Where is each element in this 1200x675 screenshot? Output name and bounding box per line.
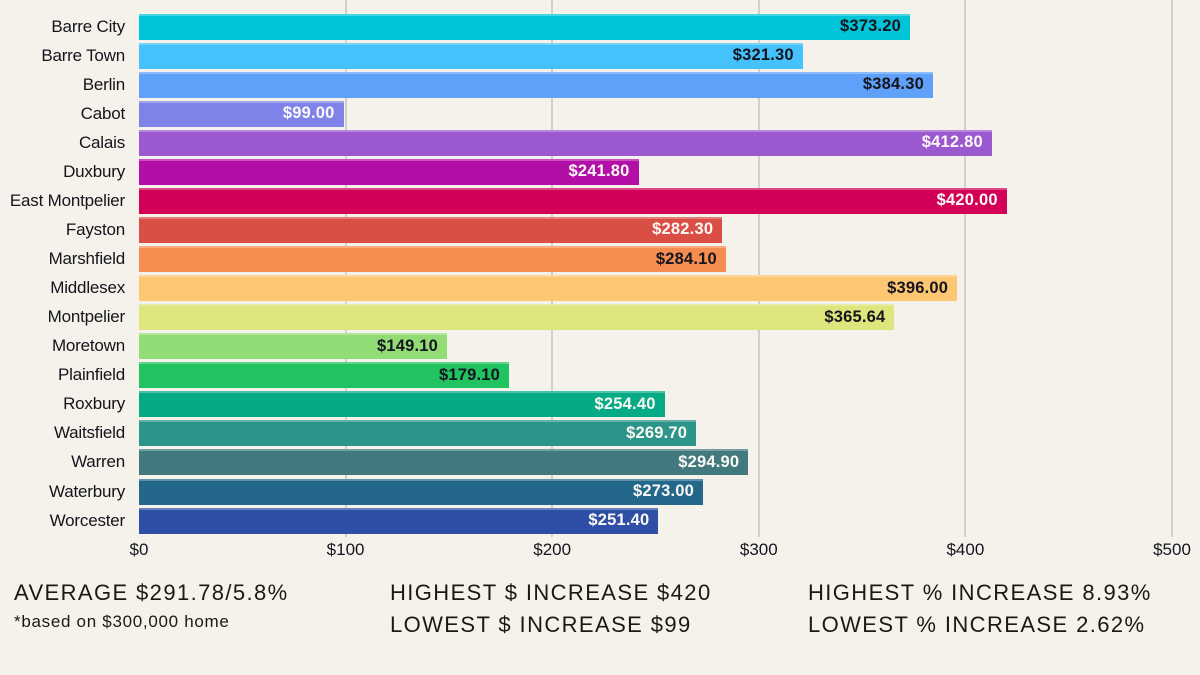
bar: $365.64: [139, 304, 895, 331]
average-line: AVERAGE $291.78/5.8%: [14, 580, 289, 605]
x-tick-label: $100: [326, 540, 365, 559]
grid-line: [757, 0, 760, 537]
grid-line: [964, 0, 967, 537]
category-label: Barre City: [51, 16, 125, 36]
value-label: $282.30: [652, 220, 714, 239]
bar-row: $251.40: [139, 506, 1172, 535]
bar-row: $420.00: [139, 186, 1172, 215]
value-label: $149.10: [376, 336, 439, 355]
bar-row: $294.90: [139, 448, 1172, 477]
bar: $269.70: [139, 420, 697, 447]
bar-row: $273.00: [139, 477, 1172, 506]
bar: $420.00: [139, 187, 1007, 214]
category-label: Barre Town: [41, 45, 125, 65]
bar: $373.20: [139, 13, 911, 40]
bar-row: $282.30: [139, 215, 1172, 244]
bar-row: $384.30: [139, 70, 1172, 99]
bar-row: $365.64: [139, 303, 1172, 332]
bar-row: $149.10: [139, 332, 1172, 361]
value-label: $412.80: [921, 133, 983, 152]
value-label: $284.10: [655, 249, 717, 268]
bar: $149.10: [139, 333, 448, 360]
value-label: $373.20: [839, 17, 902, 36]
bar-row: $284.10: [139, 245, 1172, 274]
lowest-dollar-line: LOWEST $ INCREASE $99: [390, 612, 692, 637]
x-tick-label: $200: [533, 540, 572, 559]
bar-row: $269.70: [139, 419, 1172, 448]
category-label: Middlesex: [50, 278, 125, 298]
value-label: $254.40: [594, 394, 656, 413]
value-label: $179.10: [438, 365, 501, 384]
value-label: $321.30: [732, 46, 794, 65]
bar: $99.00: [139, 100, 344, 127]
bar: $179.10: [139, 362, 510, 389]
category-label: Waterbury: [49, 481, 125, 501]
bar: $412.80: [139, 129, 992, 156]
stat-average: AVERAGE $291.78/5.8% *based on $300,000 …: [14, 577, 289, 634]
axis-spacer: [0, 537, 139, 565]
bar: $396.00: [139, 275, 958, 302]
category-label: Montpelier: [47, 307, 126, 327]
x-axis: $0 $100 $200 $300 $400 $500: [0, 537, 1200, 565]
stats-footer: AVERAGE $291.78/5.8% *based on $300,000 …: [0, 565, 1200, 675]
bar-row: $321.30: [139, 41, 1172, 70]
bar-row: $412.80: [139, 128, 1172, 157]
bar: $241.80: [139, 158, 639, 185]
bar-row: $241.80: [139, 157, 1172, 186]
category-label: East Montpelier: [9, 190, 125, 210]
highest-percent-line: HIGHEST % INCREASE 8.93%: [808, 580, 1152, 605]
plot-area: $373.20 $321.30 $384.30 $99.00 $412.80 $241.8…: [139, 0, 1173, 537]
bar-row: $373.20: [139, 12, 1172, 41]
value-label: $294.90: [678, 452, 740, 471]
value-label: $251.40: [588, 511, 650, 530]
category-labels: Barre City Barre Town Berlin Cabot Calais Dux…: [0, 0, 139, 537]
category-label: Worcester: [49, 510, 126, 530]
bar-chart: Barre City Barre Town Berlin Cabot Calais Dux…: [0, 0, 1173, 537]
x-tick-label: $300: [739, 540, 778, 559]
category-label: Fayston: [65, 219, 125, 239]
grid-line: [1171, 0, 1173, 537]
highest-dollar-line: HIGHEST $ INCREASE $420: [390, 580, 712, 605]
value-label: $273.00: [632, 482, 695, 501]
lowest-percent-line: LOWEST % INCREASE 2.62%: [808, 612, 1146, 637]
bar: $284.10: [139, 246, 726, 273]
x-tick-label: $500: [1153, 540, 1191, 559]
value-label: $384.30: [862, 75, 924, 94]
bars-container: $373.20 $321.30 $384.30 $99.00 $412.80 $241.8…: [139, 12, 1172, 535]
value-label: $365.64: [824, 307, 886, 326]
bar: $384.30: [139, 71, 933, 98]
category-label: Calais: [78, 132, 125, 152]
value-label: $396.00: [887, 278, 949, 297]
average-note: *based on $300,000 home: [14, 612, 230, 631]
bar: $282.30: [139, 216, 723, 243]
category-label: Berlin: [82, 74, 125, 94]
category-label: Roxbury: [63, 394, 125, 414]
bar-row: $99.00: [139, 99, 1172, 128]
category-label: Duxbury: [63, 161, 125, 181]
bar: $321.30: [139, 42, 803, 69]
bar: $251.40: [139, 507, 659, 534]
category-label: Plainfield: [58, 365, 125, 385]
bar-row: $254.40: [139, 390, 1172, 419]
x-tick-label: $0: [129, 540, 149, 559]
bar: $273.00: [139, 478, 704, 505]
stat-dollar-increase: HIGHEST $ INCREASE $420 LOWEST $ INCREAS…: [390, 577, 712, 641]
bar: $294.90: [139, 449, 749, 476]
category-label: Moretown: [51, 336, 125, 356]
value-label: $99.00: [282, 104, 335, 123]
stat-percent-increase: HIGHEST % INCREASE 8.93% LOWEST % INCREA…: [808, 577, 1152, 641]
category-label: Cabot: [80, 103, 126, 123]
bar-row: $396.00: [139, 274, 1172, 303]
category-label: Waitsfield: [53, 423, 125, 443]
value-label: $420.00: [936, 191, 998, 210]
bar: $254.40: [139, 391, 665, 418]
x-axis-ticks: $0 $100 $200 $300 $400 $500: [130, 537, 1191, 565]
value-label: $241.80: [568, 162, 630, 181]
value-label: $269.70: [626, 423, 688, 442]
category-label: Marshfield: [48, 249, 126, 269]
x-tick-label: $400: [946, 540, 985, 559]
bar-row: $179.10: [139, 361, 1172, 390]
category-label: Warren: [71, 452, 125, 472]
